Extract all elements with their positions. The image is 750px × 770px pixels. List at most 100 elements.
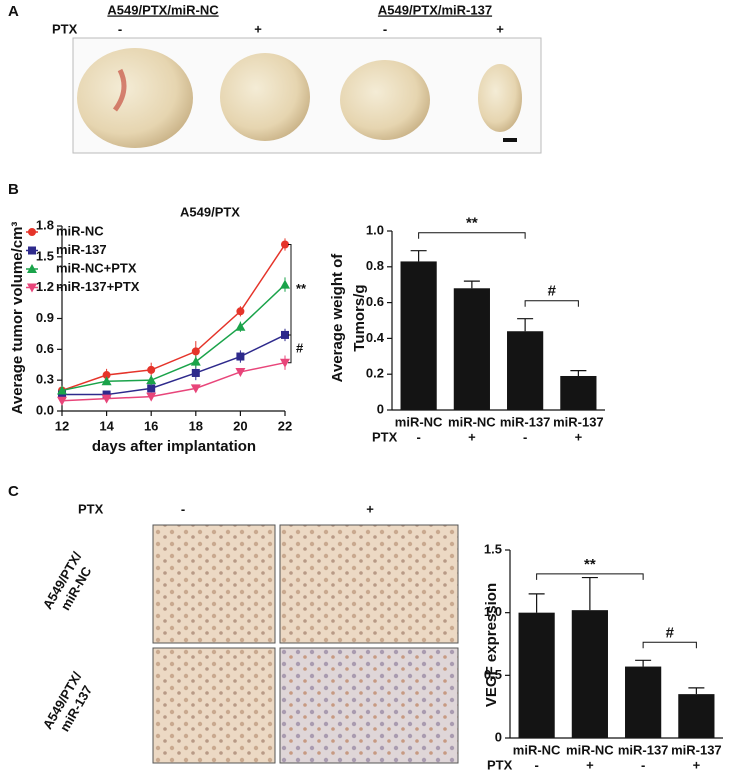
ptx-label: PTX bbox=[487, 757, 513, 770]
bracket bbox=[524, 300, 579, 307]
y-axis-label: Average weight of bbox=[329, 253, 346, 383]
ptx-sign: + bbox=[693, 757, 701, 770]
y-tick-label: 0.3 bbox=[36, 372, 54, 387]
ptx-sign: + bbox=[575, 429, 583, 444]
marker bbox=[147, 365, 156, 374]
annotation: # bbox=[296, 340, 304, 355]
legend-label: miR-NC bbox=[56, 223, 104, 238]
bar bbox=[625, 666, 662, 738]
ptx-sign: - bbox=[383, 21, 387, 36]
y-tick-label: 0.6 bbox=[36, 341, 54, 356]
bracket bbox=[536, 573, 644, 580]
y-tick-label: 0.8 bbox=[366, 258, 384, 273]
ptx-sign: + bbox=[254, 21, 262, 36]
panel-letter: A bbox=[8, 3, 19, 20]
x-tick-label: 20 bbox=[233, 418, 247, 433]
ptx-sign: - bbox=[523, 429, 527, 444]
bar bbox=[560, 375, 597, 410]
bar bbox=[571, 610, 608, 738]
series-line bbox=[61, 361, 286, 402]
bar bbox=[453, 288, 490, 410]
x-tick-label: miR-NC bbox=[395, 414, 443, 429]
y-tick-label: 1.0 bbox=[484, 604, 502, 619]
annotation: ** bbox=[296, 281, 307, 296]
x-tick-label: miR-NC bbox=[566, 742, 614, 757]
ptx-sign: - bbox=[416, 429, 420, 444]
series-line bbox=[62, 334, 286, 396]
annotation: # bbox=[548, 283, 557, 300]
y-axis-label: VEGF expression bbox=[483, 583, 500, 707]
marker bbox=[281, 330, 289, 339]
ptx-label: PTX bbox=[372, 429, 398, 444]
x-tick-label: 22 bbox=[278, 418, 292, 433]
marker bbox=[147, 384, 156, 393]
y-tick-label: 0 bbox=[495, 729, 502, 744]
y-axis-label: Tumors/g bbox=[351, 284, 368, 351]
marker bbox=[281, 240, 289, 249]
y-tick-label: 0.4 bbox=[366, 330, 385, 345]
ptx-label: PTX bbox=[78, 501, 104, 516]
chart-title: A549/PTX bbox=[180, 204, 240, 219]
y-tick-label: 0.9 bbox=[36, 310, 54, 325]
marker bbox=[146, 392, 157, 402]
ptx-sign: + bbox=[468, 429, 476, 444]
y-tick-label: 1.5 bbox=[36, 248, 54, 263]
legend-label: miR-137+PTX bbox=[56, 279, 140, 294]
annotation: ** bbox=[584, 556, 596, 573]
x-tick-label: miR-137 bbox=[671, 742, 722, 757]
marker bbox=[102, 371, 111, 380]
y-tick-label: 0.5 bbox=[484, 667, 502, 682]
bar bbox=[400, 261, 437, 410]
annotation: ** bbox=[466, 215, 478, 232]
bracket bbox=[642, 641, 697, 649]
series-line bbox=[61, 284, 286, 392]
group-label: A549/PTX/miR-137 bbox=[378, 2, 492, 17]
bar bbox=[678, 694, 715, 738]
x-tick-label: 16 bbox=[144, 418, 158, 433]
x-tick-label: miR-137 bbox=[553, 414, 604, 429]
y-tick-label: 1.2 bbox=[36, 279, 54, 294]
y-tick-label: 1.0 bbox=[366, 222, 384, 237]
bar bbox=[518, 612, 555, 738]
y-tick-label: 0.0 bbox=[36, 402, 54, 417]
marker bbox=[235, 321, 246, 331]
series-line bbox=[61, 244, 286, 392]
ptx-sign: + bbox=[586, 757, 594, 770]
bracket bbox=[288, 334, 292, 364]
x-tick-label: miR-137 bbox=[500, 414, 551, 429]
marker bbox=[190, 356, 201, 366]
y-tick-label: 0.2 bbox=[366, 366, 384, 381]
ptx-sign: - bbox=[181, 501, 185, 516]
y-tick-label: 0.6 bbox=[366, 294, 384, 309]
marker bbox=[236, 307, 245, 316]
x-tick-label: miR-137 bbox=[618, 742, 669, 757]
panel-letter: B bbox=[8, 181, 19, 198]
marker bbox=[57, 385, 67, 395]
ptx-sign: + bbox=[366, 501, 374, 516]
legend-marker bbox=[28, 228, 36, 236]
panel-letter: C bbox=[8, 483, 19, 500]
bracket bbox=[288, 244, 292, 336]
y-tick-label: 0 bbox=[377, 401, 384, 416]
legend-label: miR-NC+PTX bbox=[56, 260, 137, 275]
y-axis-label: Average tumor volume/cm³ bbox=[9, 222, 26, 415]
group-label: A549/PTX/miR-NC bbox=[107, 2, 219, 17]
annotation: # bbox=[666, 624, 675, 641]
legend-marker bbox=[27, 283, 37, 293]
legend-label: miR-137 bbox=[56, 242, 107, 257]
marker bbox=[235, 367, 246, 377]
ptx-label: PTX bbox=[52, 21, 78, 36]
bar bbox=[507, 331, 544, 410]
marker bbox=[191, 368, 200, 377]
marker bbox=[190, 384, 201, 394]
ptx-sign: - bbox=[534, 757, 538, 770]
x-tick-label: 12 bbox=[55, 418, 69, 433]
marker bbox=[101, 376, 112, 386]
marker bbox=[102, 390, 111, 399]
ptx-sign: - bbox=[118, 21, 122, 36]
marker bbox=[280, 279, 290, 289]
marker bbox=[236, 352, 245, 361]
ptx-sign: + bbox=[496, 21, 504, 36]
marker bbox=[191, 347, 200, 356]
